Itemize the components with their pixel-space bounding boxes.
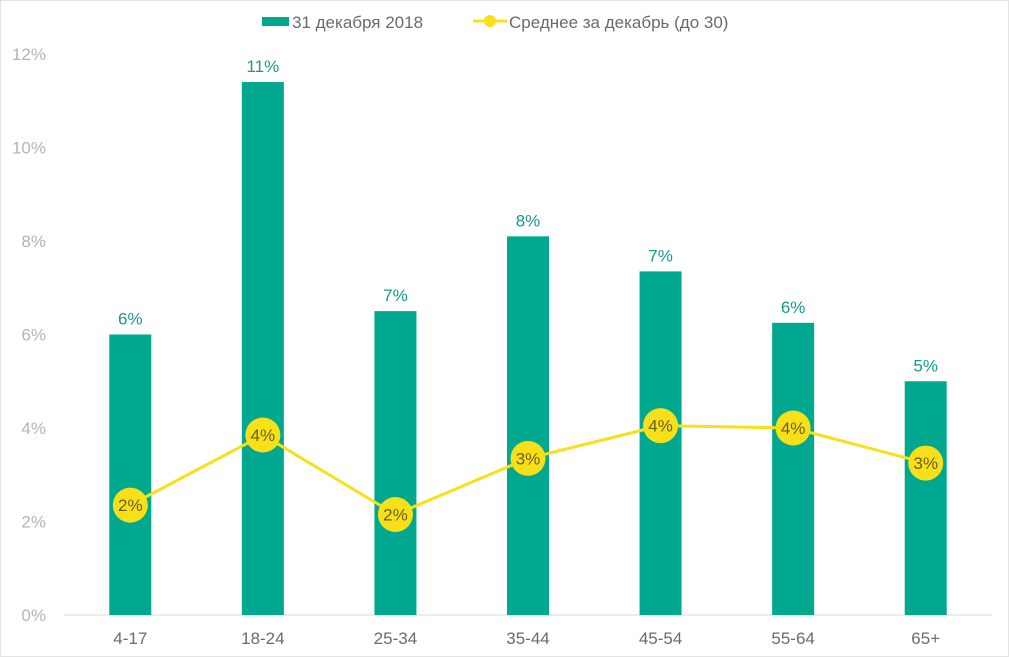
x-tick-label: 65+ [911, 629, 940, 648]
line-point-marker [775, 410, 811, 446]
line-data-label: 3% [516, 449, 541, 468]
bar-data-label: 7% [648, 246, 673, 265]
legend-bar-swatch [262, 17, 289, 26]
x-tick-label: 25-34 [374, 629, 417, 648]
x-tick-label: 45-54 [639, 629, 682, 648]
x-tick-label: 35-44 [506, 629, 549, 648]
line-point-marker [510, 440, 546, 476]
x-axis-labels: 4-17 18-24 25-34 35-44 45-54 55-64 65+ [113, 629, 940, 648]
bar [772, 322, 815, 615]
line-data-label: 4% [648, 417, 673, 436]
bar-data-label: 5% [913, 356, 938, 375]
line-data-label: 2% [383, 505, 408, 524]
line-point-marker [112, 487, 148, 523]
line-data-label: 2% [118, 496, 143, 515]
line-series-points: 2% 4% 2% 3% 4% 4% 3% [112, 408, 944, 532]
line-point-marker [643, 408, 679, 444]
y-tick-label: 10% [12, 139, 46, 158]
bar [639, 271, 682, 615]
y-tick-label: 12% [12, 45, 46, 64]
x-tick-label: 55-64 [771, 629, 814, 648]
y-tick-label: 6% [21, 326, 46, 345]
bar-data-label: 6% [781, 298, 806, 317]
line-point-marker [245, 417, 281, 453]
x-tick-label: 4-17 [113, 629, 147, 648]
legend-line-marker [484, 15, 496, 27]
bar [507, 236, 549, 615]
bar-series [109, 82, 947, 616]
y-tick-label: 4% [21, 419, 46, 438]
bar [109, 334, 152, 615]
line-data-label: 3% [913, 454, 938, 473]
line-data-label: 4% [251, 426, 276, 445]
bar [374, 311, 417, 615]
y-tick-label: 8% [21, 232, 46, 251]
line-point-marker [377, 496, 413, 532]
x-tick-label: 18-24 [241, 629, 284, 648]
bar [904, 381, 947, 615]
bar-data-label: 6% [118, 310, 143, 329]
bar-data-label: 8% [516, 211, 541, 230]
y-tick-label: 2% [21, 513, 46, 532]
bar-data-label: 11% [246, 57, 279, 76]
bar-data-label: 7% [383, 286, 408, 305]
legend-bar-label: 31 декабря 2018 [292, 13, 423, 32]
line-data-label: 4% [781, 419, 806, 438]
y-tick-label: 0% [21, 606, 46, 625]
bar-data-labels: 6% 11% 7% 8% 7% 6% 5% [118, 57, 938, 375]
y-axis: 0% 2% 4% 6% 8% 10% 12% [12, 45, 46, 625]
line-point-marker [908, 445, 944, 481]
legend-line-label: Среднее за декабрь (до 30) [509, 13, 728, 32]
bar [241, 82, 284, 616]
legend: 31 декабря 2018 Среднее за декабрь (до 3… [262, 13, 728, 32]
